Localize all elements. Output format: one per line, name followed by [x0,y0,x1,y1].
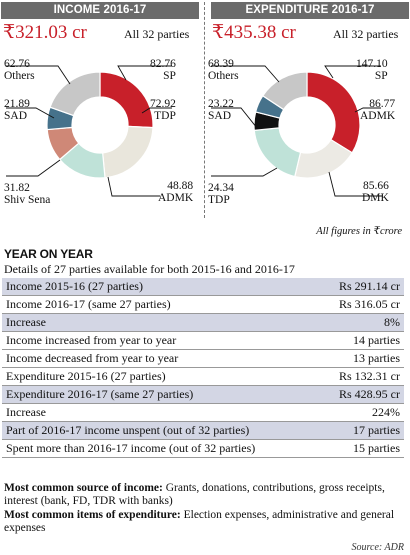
income-label-tdp: 72.92 TDP [150,98,176,122]
leader-line-others [211,65,280,83]
table-row: Increase 8% [2,313,404,332]
table-row: Expenditure 2015-16 (27 parties) Rs 132.3… [2,367,404,386]
slice-tdp [101,125,154,179]
income-label-admk: 48.88 ADMK [158,180,194,204]
row-label: Part of 2016-17 income unspent (out of 3… [2,421,319,440]
footer-notes: Most common source of income: Grants, do… [4,482,404,536]
leader-line-sp [324,65,381,79]
yoy-table: Income 2015-16 (27 parties) Rs 291.14 cr … [2,278,404,458]
expenditure-parties: All 32 parties [333,27,399,41]
row-label: Income 2016-17 (same 27 parties) [2,295,319,314]
expenditure-title: EXPENDITURE 2016-17 [211,2,409,19]
slice-sp [306,71,361,154]
expenditure-label-admk: 86.77 ADMK [360,98,396,122]
row-value: 14 parties [318,331,404,350]
row-value: Rs 428.95 cr [318,385,404,404]
row-value: 224% [318,403,404,422]
row-label: Increase [2,403,319,422]
leader-line-tdp [141,107,172,114]
income-label-sp: 82.76 SP [150,58,176,82]
row-label: Spent more than 2016-17 income (out of 3… [2,439,319,458]
income-source-note: Most common source of income: Grants, do… [4,482,385,508]
source-note: Source: ADR [351,542,405,553]
row-value: 8% [318,313,404,332]
income-label-shiv-sena: 31.82 Shiv Sena [4,182,51,206]
slice-others [261,71,308,111]
table-row: Income decreased from year to year 13 par… [2,349,404,368]
leader-line-tdp [211,167,278,177]
row-label: Increase [2,313,319,332]
expenditure-donut [211,65,383,197]
expenditure-label-tdp: 24.34 TDP [208,182,234,206]
row-value: 17 parties [318,421,404,440]
table-row: Spent more than 2016-17 income (out of 3… [2,439,404,458]
table-row: Expenditure 2016-17 (same 27 parties) Rs … [2,385,404,404]
expenditure-total: ₹435.38 cr [212,22,296,43]
yoy-title: YEAR ON YEAR [4,247,93,261]
row-value: 13 parties [318,349,404,368]
leader-line-admk [107,176,160,197]
income-title: INCOME 2016-17 [1,2,199,19]
income-panel: INCOME 2016-17 ₹321.03 cr All 32 parties… [0,0,205,222]
leader-line-sad [211,107,258,129]
leader-line-sad [6,107,55,119]
expenditure-panel: EXPENDITURE 2016-17 ₹435.38 cr All 32 pa… [205,0,410,222]
leader-line-shiv-sena [6,159,61,177]
row-value: Rs 132.31 cr [318,367,404,386]
row-label: Income increased from year to year [2,331,319,350]
panel-divider [204,2,206,218]
income-label-others: 62.76 Others [4,58,35,82]
row-label: Income 2015-16 (27 parties) [2,278,319,296]
income-donut [6,65,172,197]
row-value: Rs 316.05 cr [318,295,404,314]
slice-others [49,71,101,117]
table-row: Part of 2016-17 income unspent (out of 3… [2,421,404,440]
expenditure-label-sp: 147.10 SP [356,58,388,82]
leader-line-others [6,65,71,85]
expenditure-label-dmk: 85.66 DMK [362,180,389,204]
table-row: Increase 224% [2,403,404,422]
slice-sp [99,71,154,129]
income-total: ₹321.03 cr [3,22,87,43]
income-parties: All 32 parties [124,27,190,41]
row-label: Expenditure 2016-17 (same 27 parties) [2,385,319,404]
leader-line-dmk [328,171,383,197]
row-value: 15 parties [318,439,404,458]
row-label: Expenditure 2015-16 (27 parties) [2,367,319,386]
expenditure-label-others: 68.39 Others [208,58,239,82]
income-label-sad: 21.89 SAD [4,98,30,122]
table-row: Income 2015-16 (27 parties) Rs 291.14 cr [2,278,404,296]
figures-note: All figures in ₹crore [316,226,402,237]
leader-line-admk [354,107,381,113]
expenditure-items-note: Most common items of expenditure: Electi… [4,508,395,535]
row-value: Rs 291.14 cr [318,278,404,296]
slice-dmk [253,127,302,178]
table-row: Income increased from year to year 14 par… [2,331,404,350]
expenditure-label-sad: 23.22 SAD [208,98,234,122]
yoy-subtitle: Details of 27 parties available for both… [4,262,295,276]
leader-line-sp [117,65,172,81]
row-label: Income decreased from year to year [2,349,319,368]
table-row: Income 2016-17 (same 27 parties) Rs 316.0… [2,295,404,314]
